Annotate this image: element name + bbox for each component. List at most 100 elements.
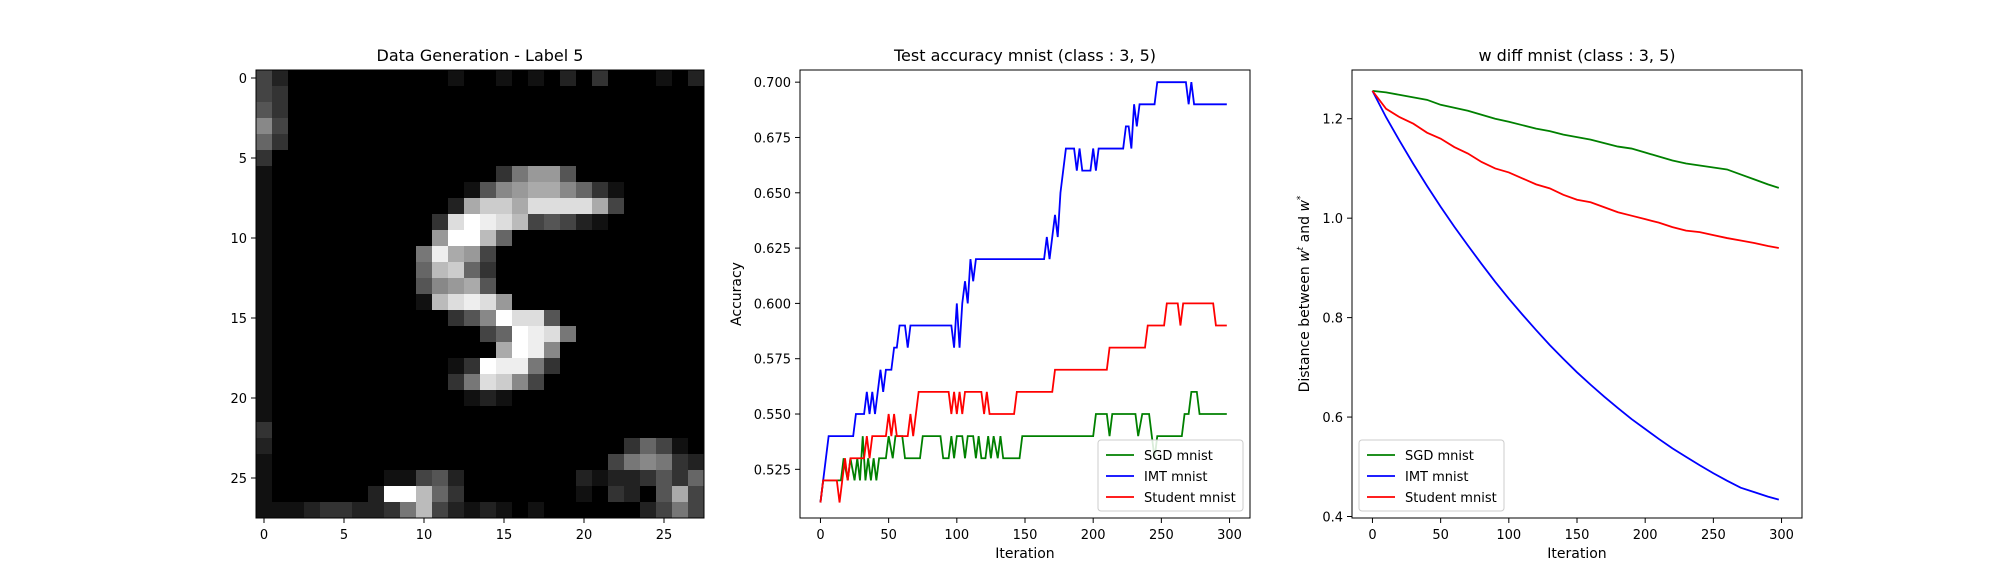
pixel-cell <box>368 150 385 167</box>
pixel-cell <box>624 438 641 455</box>
pixel-cell <box>656 86 673 103</box>
pixel-cell <box>560 358 577 375</box>
x-tick-label: 0 <box>1368 528 1376 543</box>
pixel-cell <box>464 182 481 199</box>
pixel-cell <box>544 150 561 167</box>
pixel-cell <box>608 246 625 263</box>
pixel-cell <box>592 262 609 279</box>
pixel-cell <box>288 198 305 215</box>
pixel-cell <box>576 118 593 135</box>
pixel-cell <box>384 486 401 503</box>
pixel-cell <box>432 470 449 487</box>
pixel-cell <box>480 294 497 311</box>
pixel-cell <box>576 262 593 279</box>
pixel-cell <box>592 310 609 327</box>
pixel-cell <box>544 70 561 87</box>
pixel-cell <box>368 230 385 247</box>
pixel-cell <box>480 374 497 391</box>
pixel-cell <box>560 326 577 343</box>
pixel-cell <box>272 374 289 391</box>
pixel-cell <box>560 214 577 231</box>
pixel-cell <box>304 86 321 103</box>
pixel-cell <box>320 438 337 455</box>
pixel-cell <box>448 214 465 231</box>
x-tick-label: 0 <box>260 528 268 543</box>
pixel-cell <box>336 262 353 279</box>
pixel-cell <box>560 438 577 455</box>
pixel-cell <box>560 198 577 215</box>
pixel-cell <box>464 326 481 343</box>
pixel-cell <box>256 390 273 407</box>
pixel-cell <box>464 486 481 503</box>
pixel-cell <box>528 502 545 519</box>
pixel-cell <box>256 86 273 103</box>
wdiff-ticks: 0 50 100 150 200 250 300 0.4 0.6 0.8 1.0 1.2 <box>1322 113 1794 543</box>
pixel-cell <box>576 390 593 407</box>
pixel-cell <box>288 214 305 231</box>
pixel-cell <box>688 262 705 279</box>
pixel-cell <box>352 166 369 183</box>
pixel-cell <box>464 342 481 359</box>
pixel-cell <box>304 422 321 439</box>
pixel-cell <box>464 406 481 423</box>
pixel-cell <box>448 150 465 167</box>
pixel-cell <box>608 198 625 215</box>
pixel-cell <box>496 486 513 503</box>
pixel-cell <box>560 102 577 119</box>
pixel-cell <box>624 422 641 439</box>
pixel-cell <box>336 198 353 215</box>
pixel-cell <box>256 470 273 487</box>
pixel-cell <box>672 454 689 471</box>
pixel-cell <box>576 358 593 375</box>
pixel-cell <box>336 86 353 103</box>
pixel-cell <box>672 166 689 183</box>
y-tick-label: 20 <box>230 392 247 407</box>
x-tick-label: 300 <box>1217 528 1242 543</box>
pixel-cell <box>560 374 577 391</box>
pixel-cell <box>448 326 465 343</box>
pixel-cell <box>480 118 497 135</box>
pixel-cell <box>672 470 689 487</box>
pixel-cell <box>272 422 289 439</box>
pixel-cell <box>528 70 545 87</box>
pixel-cell <box>288 230 305 247</box>
pixel-cell <box>624 230 641 247</box>
pixel-cell <box>288 70 305 87</box>
pixel-cell <box>256 422 273 439</box>
pixel-cell <box>400 342 417 359</box>
pixel-cell <box>464 390 481 407</box>
pixel-cell <box>592 390 609 407</box>
pixel-cell <box>544 390 561 407</box>
pixel-cell <box>336 502 353 519</box>
pixel-cell <box>592 134 609 151</box>
pixel-cell <box>480 406 497 423</box>
pixel-cell <box>544 118 561 135</box>
pixel-cell <box>496 262 513 279</box>
pixel-cell <box>304 134 321 151</box>
pixel-cell <box>368 246 385 263</box>
y-tick-label: 25 <box>230 472 247 487</box>
pixel-cell <box>368 278 385 295</box>
pixel-cell <box>448 486 465 503</box>
y-tick-label: 15 <box>230 312 247 327</box>
pixel-cell <box>640 182 657 199</box>
pixel-cell <box>256 502 273 519</box>
pixel-cell <box>384 214 401 231</box>
pixel-cell <box>352 406 369 423</box>
pixel-cell <box>288 390 305 407</box>
pixel-cell <box>480 102 497 119</box>
pixel-cell <box>352 454 369 471</box>
pixel-cell <box>576 134 593 151</box>
pixel-cell <box>608 230 625 247</box>
x-tick-label: 0 <box>816 528 824 543</box>
pixel-cell <box>688 326 705 343</box>
pixel-cell <box>272 342 289 359</box>
pixel-cell <box>512 294 529 311</box>
pixel-cell <box>304 214 321 231</box>
pixel-cell <box>432 102 449 119</box>
pixel-cell <box>416 294 433 311</box>
pixel-cell <box>272 486 289 503</box>
pixel-cell <box>608 182 625 199</box>
pixel-cell <box>368 454 385 471</box>
pixel-cell <box>400 134 417 151</box>
